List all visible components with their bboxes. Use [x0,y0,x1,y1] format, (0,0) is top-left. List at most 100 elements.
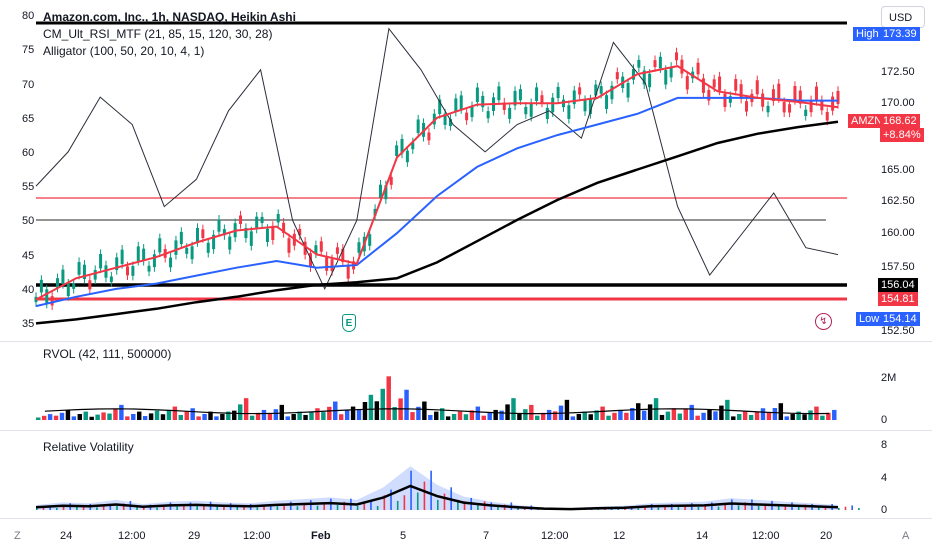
timezone-button[interactable]: Z [14,530,21,542]
rvol-bar [790,414,795,420]
candle-body [561,99,565,108]
rvol-bar [422,401,427,420]
rvol-bar [273,409,279,420]
volatility-bar [296,506,299,510]
candle-body [793,86,797,101]
candle-body [669,66,673,78]
candle-body [325,256,329,271]
rvol-bar [641,410,647,420]
candle-body [82,264,86,280]
volatility-bar [644,507,646,510]
price-tick: 152.50 [881,325,915,337]
price-chart-pane[interactable] [0,0,932,341]
candle-body [384,185,388,200]
time-label: 12:00 [752,530,780,542]
lightning-icon[interactable]: ↯ [815,313,832,330]
time-label: 7 [483,530,490,542]
candle-body [260,216,264,224]
candle-body [136,246,140,261]
candle-body [572,90,576,105]
candle-body [567,105,571,119]
volatility-bar [376,505,379,510]
rvol-bar [529,404,534,420]
rsi-indicator-legend[interactable]: CM_Ult_RSI_MTF (21, 85, 15, 120, 30, 28) [43,27,273,41]
high-value-badge: 173.39 [880,27,920,41]
volatility-bar [96,507,98,510]
volatility-bar [56,507,58,510]
price-tick: 157.50 [881,261,915,273]
rvol-bar [220,414,225,420]
auto-scale-button[interactable]: A [902,530,910,542]
volatility-bar [370,500,372,510]
rvol-bar [451,414,457,420]
rvol-bar [445,416,451,420]
volatility-bar [243,505,245,510]
volatility-bar [383,495,386,510]
rvol-bar [89,416,94,420]
currency-selector[interactable]: USD [881,6,925,28]
candle-body [481,95,485,108]
rvol-bar [665,411,671,420]
volatility-bar [203,503,205,510]
heikin-ashi-candles [34,47,840,311]
rvol-bar [487,412,492,420]
rvol-bar [737,414,742,420]
rvol-bar [576,414,582,420]
time-label: 20 [820,530,833,542]
rvol-bar [119,404,124,420]
alligator-teeth-line [35,96,838,308]
rvol-bar [71,416,77,420]
rvol-bar [208,411,213,420]
rvol-bar [540,412,546,420]
volatility-bar [784,504,787,510]
rvol-bar [766,412,772,420]
volatility-bar [49,505,51,510]
rvol-bar [760,408,766,420]
candle-body [502,102,506,110]
candle-body [443,113,447,125]
pane-separator[interactable] [0,430,932,431]
rvol-bar [582,411,587,420]
candle-body [405,150,409,163]
chart-title[interactable]: Amazon.com, Inc., 1h, NASDAQ, Heikin Ash… [43,10,296,24]
candle-body [179,231,183,245]
rvol-bar [618,409,623,420]
price-tick: 172.50 [881,66,915,78]
volatility-bar [316,505,319,510]
rvol-bar [291,414,296,420]
volatility-bar [122,503,125,510]
earnings-icon[interactable]: E [342,314,356,332]
price-tick: 170.00 [881,97,915,109]
rvol-bar [731,416,736,420]
alligator-indicator-legend[interactable]: Alligator (100, 50, 20, 10, 4, 1) [43,44,205,58]
price-tick: 165.00 [881,164,915,176]
rvol-pane[interactable] [0,342,932,429]
rvol-bar [523,409,528,420]
volatility-bar [76,506,78,510]
candle-body [728,96,732,103]
volatility-bar [156,507,158,510]
rvol-bar [285,416,290,420]
rvol-bar [327,406,332,420]
rvol-bar [784,416,789,420]
rvol-bar [392,407,397,420]
volatility-line [35,484,839,511]
price-tick: 160.00 [881,227,915,239]
rvol-bar [606,415,611,420]
pane-separator[interactable] [0,341,932,342]
relative-volatility-pane[interactable] [0,431,932,517]
relative-volatility-legend[interactable]: Relative Volatility [43,440,134,454]
rvol-legend[interactable]: RVOL (42, 111, 500000) [43,347,172,361]
rvol-bar [125,416,130,420]
rsi-tick: 65 [22,113,35,125]
candle-body [637,59,641,68]
candle-body [147,265,151,272]
time-label: 5 [400,530,407,542]
candle-body [475,87,479,103]
rvol-bar [297,411,302,420]
candle-body [804,109,808,116]
candle-body [411,142,415,150]
candle-body [61,269,65,284]
candle-body [142,248,146,261]
rvol-bar [404,389,409,420]
